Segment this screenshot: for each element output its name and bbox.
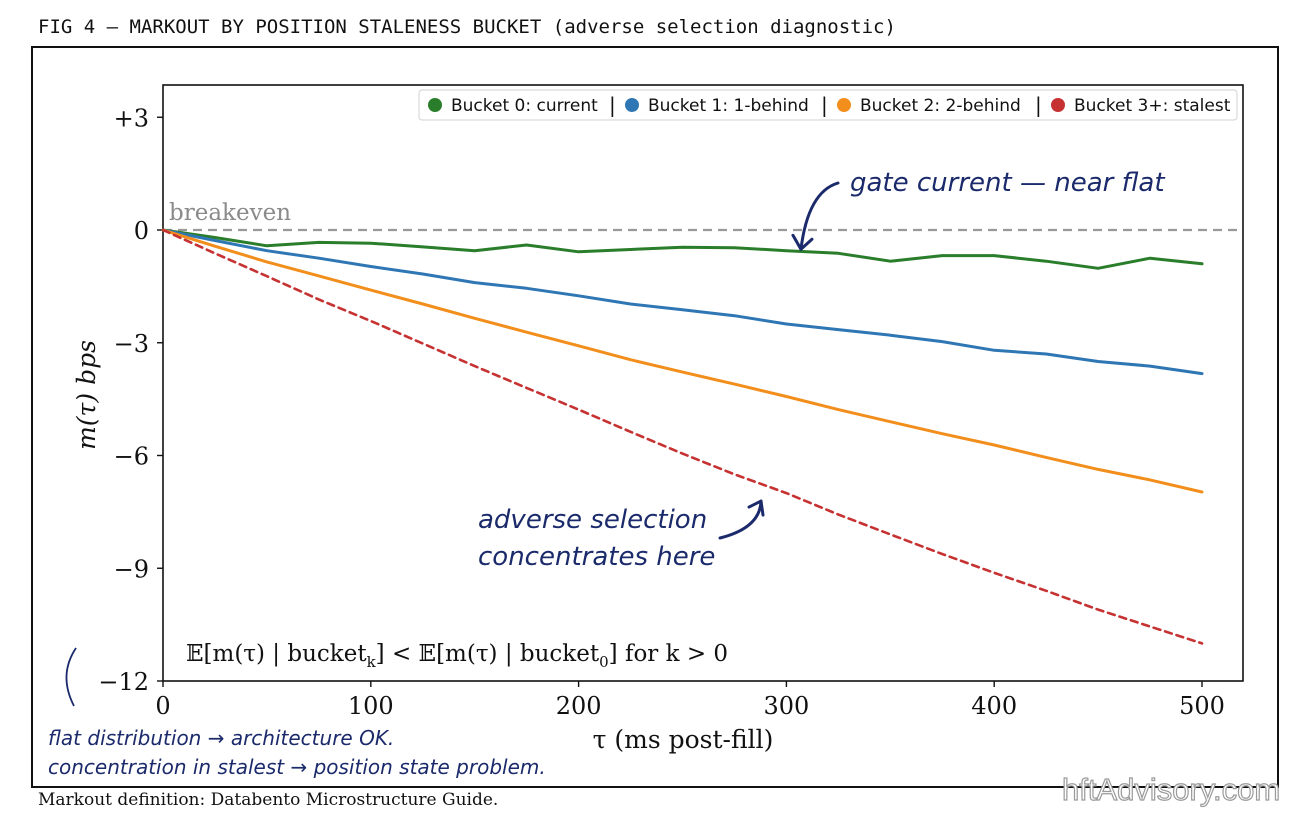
legend-label: Bucket 0: current [451,96,598,116]
legend-separator: | [609,93,616,117]
x-tick-label: 0 [155,692,170,720]
margin-note-line-2: concentration in stalest → position stat… [48,755,546,779]
formula-segment: ] < 𝔼[m(τ) | bucket [376,641,600,667]
annotation-arrowhead-gate [791,233,814,251]
x-tick-label: 100 [348,692,394,720]
y-tick-label: −9 [114,555,149,583]
legend-label: Bucket 2: 2-behind [860,96,1021,116]
formula-text: 𝔼[m(τ) | bucketk] < 𝔼[m(τ) | bucket0] fo… [186,641,728,671]
formula-subscript: 0 [599,653,609,671]
legend-marker [1051,98,1065,112]
breakeven-label: breakeven [169,200,291,226]
legend-marker [428,98,442,112]
x-tick-label: 400 [971,692,1017,720]
series-line-bucket-0 [161,228,1204,270]
annotation-arrow-gate [799,181,840,251]
x-tick-label: 200 [556,692,602,720]
legend-separator: | [821,93,828,117]
x-tick-label: 300 [763,692,809,720]
legend-marker [625,98,639,112]
series-line-bucket-1 [161,228,1204,376]
series-line-bucket-3 [161,228,1204,645]
legend-separator: | [1035,93,1042,117]
legend: Bucket 0: current | Bucket 1: 1-behind | Buc… [418,89,1238,121]
annotation-arrowhead-adverse [747,499,765,517]
legend-label: Bucket 1: 1-behind [648,96,809,116]
margin-note-line-1: flat distribution → architecture OK. [48,726,394,750]
margin-note-bracket [65,647,77,707]
y-tick-label: −3 [114,330,149,358]
annotation-arrow-adverse [718,499,763,540]
y-tick-label: +3 [114,104,149,132]
figure-title: FIG 4 — MARKOUT BY POSITION STALENESS BU… [38,16,896,38]
formula-subscript: k [367,653,377,671]
legend-label: Bucket 3+: stalest [1074,96,1231,116]
y-tick-label: −12 [98,668,149,696]
x-axis-label: τ (ms post-fill) [593,725,774,754]
legend-box [418,89,1238,121]
formula-segment: ] for k > 0 [609,641,728,667]
annotation-adverse-line-1: adverse selection [478,505,707,535]
legend-marker [837,98,851,112]
figure-frame [31,46,1279,788]
watermark: hftAdvisory.com [1061,771,1281,807]
x-tick-label: 500 [1179,692,1225,720]
formula-segment: 𝔼[m(τ) | bucket [186,641,367,667]
series-line-bucket-2 [161,228,1204,494]
source-note: Markout definition: Databento Microstruc… [38,790,499,810]
annotation-adverse-line-2: concentrates here [478,542,715,572]
y-tick-label: −6 [114,443,149,471]
y-tick-label: 0 [134,217,149,245]
y-axis-label: m(τ) bps [72,340,101,450]
plot-area [162,84,1244,682]
annotation-gate-current: gate current — near flat [850,168,1165,198]
